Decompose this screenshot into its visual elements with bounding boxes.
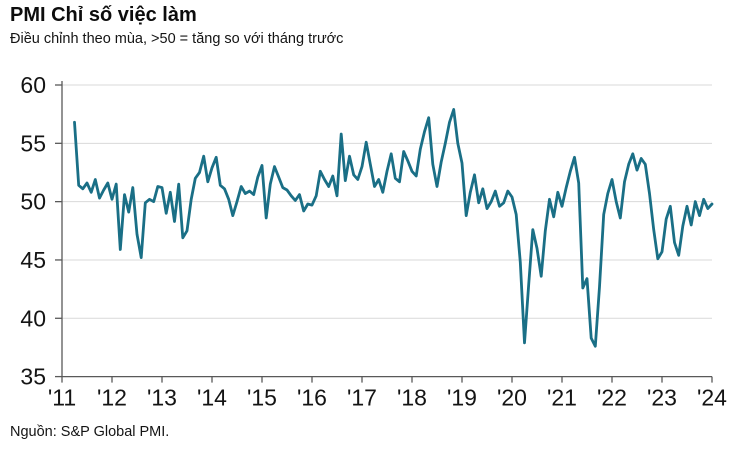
x-tick-label: '13 <box>147 385 177 411</box>
x-tick-label: '14 <box>197 385 227 411</box>
x-tick-label: '12 <box>97 385 127 411</box>
x-tick-label: '11 <box>48 385 76 411</box>
x-tick-label: '17 <box>347 385 377 411</box>
pmi-series-line <box>73 108 714 348</box>
chart-subtitle: Điều chỉnh theo mùa, >50 = tăng so với t… <box>10 31 344 47</box>
x-tick-label: '16 <box>297 385 327 411</box>
chart-source: Nguồn: S&P Global PMI. <box>10 424 170 440</box>
x-tick-label: '23 <box>647 385 677 411</box>
x-tick-label: '19 <box>447 385 477 411</box>
y-tick-label: 35 <box>20 364 46 390</box>
x-tick-label: '15 <box>247 385 277 411</box>
y-tick-label: 50 <box>20 189 46 215</box>
chart-title: PMI Chỉ số việc làm <box>10 4 197 26</box>
y-tick-label: 55 <box>20 130 46 156</box>
y-tick-label: 45 <box>20 247 46 273</box>
x-tick-label: '18 <box>397 385 427 411</box>
x-tick-label: '22 <box>597 385 627 411</box>
y-tick-label: 60 <box>20 72 46 98</box>
y-tick-label: 40 <box>20 305 46 331</box>
x-tick-label: '21 <box>547 385 577 411</box>
x-tick-label: '20 <box>497 385 527 411</box>
x-tick-label: '24 <box>697 385 727 411</box>
